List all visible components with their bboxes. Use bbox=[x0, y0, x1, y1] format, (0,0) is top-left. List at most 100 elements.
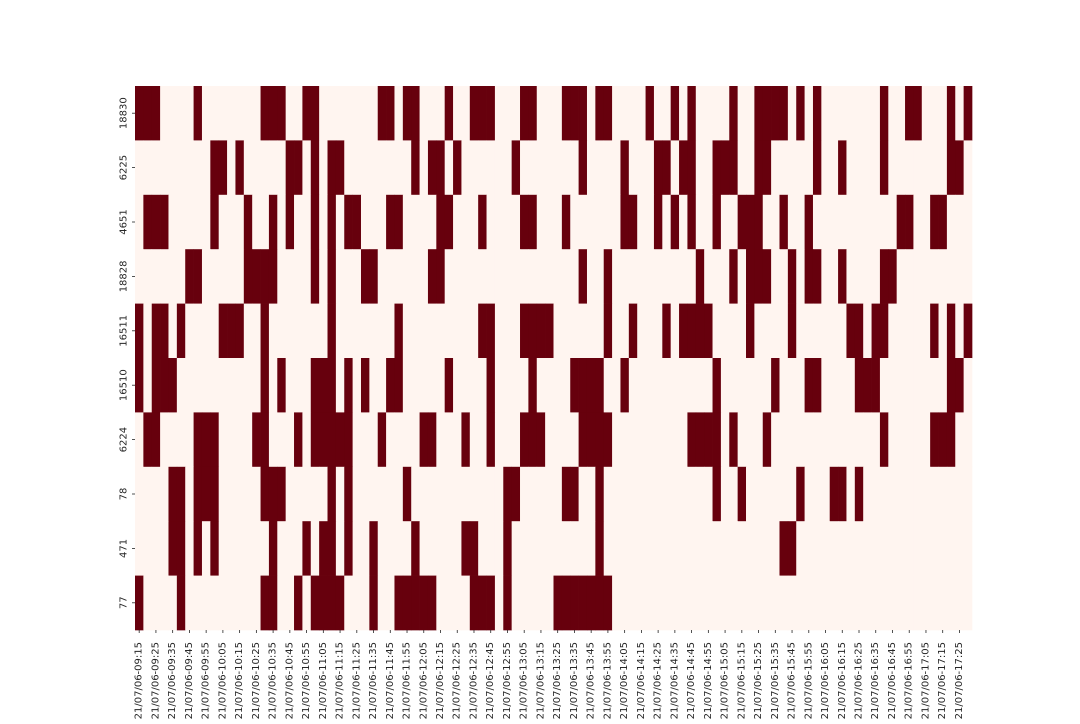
heatmap-cell bbox=[536, 249, 546, 304]
heatmap-cell bbox=[227, 412, 236, 468]
heatmap-cell bbox=[771, 358, 780, 413]
heatmap-cell bbox=[863, 86, 872, 141]
heatmap-cell bbox=[846, 412, 856, 468]
x-tick-label: 2021/07/06-15:15 bbox=[736, 642, 747, 720]
heatmap-cell bbox=[628, 303, 638, 359]
heatmap-cell bbox=[285, 86, 295, 141]
heatmap-cell bbox=[612, 575, 621, 631]
heatmap-cell bbox=[946, 86, 956, 141]
heatmap-cell bbox=[963, 303, 973, 359]
heatmap-cell bbox=[486, 521, 496, 576]
heatmap-cell bbox=[620, 303, 630, 359]
heatmap-cell bbox=[863, 575, 872, 631]
heatmap-cell bbox=[486, 140, 496, 196]
heatmap-cell bbox=[679, 249, 688, 304]
heatmap-cell bbox=[285, 412, 295, 468]
heatmap-cell bbox=[821, 249, 831, 304]
heatmap-cell bbox=[838, 86, 847, 141]
heatmap-cell bbox=[913, 140, 923, 196]
heatmap-cell bbox=[955, 249, 964, 304]
heatmap-cell bbox=[394, 575, 404, 631]
heatmap-cell bbox=[520, 412, 529, 468]
heatmap-cell bbox=[762, 412, 772, 468]
heatmap-cell bbox=[427, 412, 437, 468]
heatmap-cell bbox=[377, 194, 387, 250]
heatmap-cell bbox=[252, 140, 261, 196]
heatmap-cell bbox=[913, 86, 923, 141]
heatmap-cell bbox=[335, 358, 345, 413]
heatmap-cell bbox=[729, 303, 738, 359]
heatmap-cell bbox=[779, 140, 789, 196]
heatmap-cell bbox=[938, 575, 948, 631]
heatmap-cell bbox=[804, 303, 814, 359]
heatmap-cell bbox=[905, 303, 914, 359]
heatmap-cell bbox=[888, 194, 898, 250]
heatmap-cell bbox=[360, 86, 370, 141]
heatmap-cell bbox=[670, 521, 680, 576]
heatmap-cell bbox=[151, 249, 161, 304]
heatmap-cell bbox=[528, 249, 538, 304]
heatmap-cell bbox=[402, 466, 412, 522]
heatmap-cell bbox=[143, 194, 153, 250]
heatmap-cell bbox=[545, 303, 554, 359]
heatmap-cell bbox=[176, 86, 186, 141]
heatmap-cell bbox=[294, 466, 303, 522]
heatmap-cell bbox=[411, 412, 420, 468]
heatmap-cell bbox=[243, 521, 253, 576]
heatmap-cell bbox=[344, 303, 353, 359]
heatmap-cell bbox=[896, 86, 906, 141]
heatmap-cell bbox=[327, 86, 337, 141]
heatmap-cell bbox=[536, 86, 546, 141]
heatmap-cell bbox=[812, 249, 822, 304]
heatmap-cell bbox=[536, 412, 546, 468]
heatmap-cell bbox=[595, 303, 605, 359]
heatmap-cell bbox=[511, 575, 521, 631]
heatmap-cell bbox=[411, 249, 420, 304]
heatmap-cell bbox=[570, 466, 579, 522]
x-tick-label: 2021/07/06-10:35 bbox=[268, 642, 279, 720]
heatmap-cell bbox=[176, 194, 186, 250]
heatmap-cell bbox=[243, 358, 253, 413]
heatmap-cell bbox=[478, 140, 487, 196]
heatmap-cell bbox=[662, 249, 672, 304]
heatmap-cell bbox=[218, 140, 228, 196]
heatmap-cell bbox=[494, 249, 504, 304]
heatmap-cell bbox=[478, 412, 487, 468]
heatmap-cell bbox=[444, 466, 454, 522]
heatmap-cell bbox=[879, 358, 889, 413]
heatmap-cell bbox=[386, 412, 395, 468]
heatmap-cell bbox=[746, 466, 755, 522]
heatmap-cell bbox=[201, 140, 211, 196]
heatmap-cell bbox=[436, 303, 446, 359]
heatmap-cell bbox=[871, 575, 881, 631]
heatmap-cell bbox=[720, 194, 730, 250]
heatmap-cell bbox=[545, 412, 554, 468]
heatmap-cell bbox=[620, 140, 630, 196]
heatmap-cell bbox=[737, 303, 747, 359]
heatmap-cell bbox=[687, 140, 697, 196]
heatmap-cell bbox=[586, 194, 596, 250]
heatmap-cell bbox=[268, 466, 278, 522]
heatmap-cell bbox=[494, 358, 504, 413]
heatmap-cell bbox=[210, 194, 220, 250]
heatmap-cell bbox=[846, 194, 856, 250]
heatmap-cell bbox=[787, 194, 797, 250]
heatmap-cell bbox=[746, 412, 755, 468]
heatmap-cell bbox=[921, 412, 931, 468]
heatmap-cell bbox=[478, 521, 487, 576]
heatmap-cell bbox=[628, 194, 638, 250]
y-tick-label: 6225 bbox=[119, 155, 130, 180]
heatmap-cell bbox=[277, 140, 287, 196]
heatmap-cell bbox=[294, 521, 303, 576]
heatmap-cell bbox=[620, 521, 630, 576]
heatmap-cell bbox=[561, 249, 571, 304]
heatmap-cell bbox=[695, 466, 705, 522]
heatmap-cell bbox=[185, 303, 194, 359]
x-tick-label: 2021/07/06-16:45 bbox=[887, 642, 898, 720]
heatmap-cell bbox=[905, 140, 914, 196]
heatmap-cell bbox=[930, 86, 939, 141]
heatmap-cell bbox=[511, 412, 521, 468]
heatmap-cell bbox=[453, 358, 462, 413]
heatmap-cell bbox=[319, 466, 328, 522]
heatmap-cell bbox=[302, 521, 312, 576]
